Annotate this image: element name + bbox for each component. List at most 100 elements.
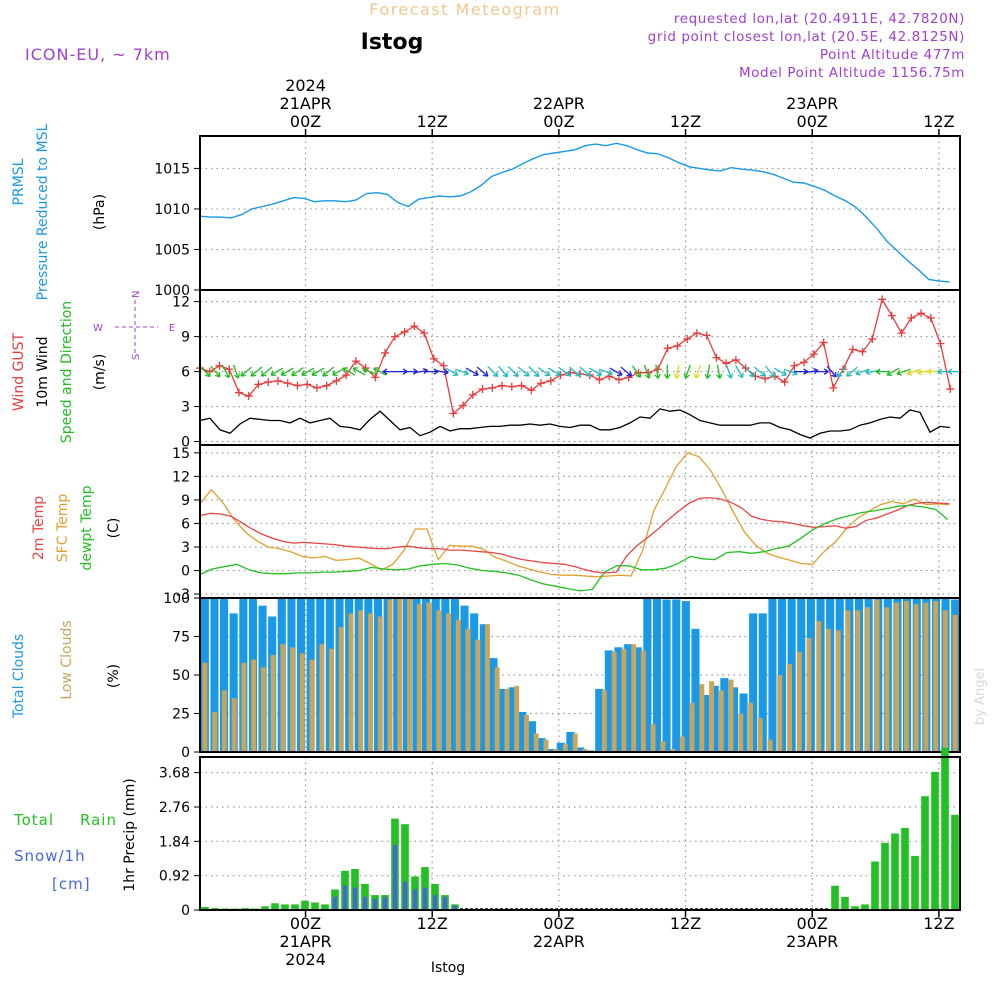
- total-label: Total: [13, 811, 54, 829]
- gust-point: [234, 388, 243, 397]
- wind-arrow: [588, 367, 603, 376]
- wind-arrow: [664, 364, 671, 379]
- wind-arrow: [240, 366, 253, 377]
- wind-arrow: [598, 368, 613, 376]
- low-cloud-bar: [816, 621, 822, 752]
- bottom-time-label: 00Z: [290, 914, 321, 933]
- gust-point: [731, 355, 740, 364]
- clouds-unit-label: (%): [106, 664, 122, 688]
- wind-arrow: [836, 365, 847, 378]
- total-cloud-bar: [556, 742, 565, 752]
- ytick-label-4: 9: [181, 493, 190, 509]
- wind-gust-label: Wind GUST: [11, 332, 27, 411]
- ytick-label-3: 75: [172, 630, 190, 646]
- low-cloud-bar: [485, 624, 490, 752]
- wind-arrow: [753, 366, 766, 377]
- compass-legend: W E N S: [93, 291, 175, 360]
- rain-bar: [911, 855, 919, 910]
- gust-point: [858, 347, 867, 356]
- wind-arrow: [704, 364, 711, 379]
- wind-arrow: [465, 367, 479, 376]
- ytick-label-0: 0: [181, 903, 190, 919]
- gust-point: [293, 381, 302, 390]
- low-cloud-bar: [533, 733, 539, 752]
- low-cloud-bar: [348, 613, 354, 752]
- wind-arrow: [654, 364, 661, 379]
- wind-arrow: [373, 367, 387, 376]
- snow-bar: [343, 885, 347, 910]
- wind-arrow: [250, 366, 263, 377]
- gust-point: [312, 383, 321, 392]
- ytick-label-1: 3: [181, 400, 190, 416]
- wind-arrow: [487, 366, 499, 378]
- top-time-label: 22APR: [533, 94, 585, 113]
- wind-arrow: [445, 367, 459, 376]
- top-time-label: 12Z: [670, 112, 701, 131]
- wind-arrow: [403, 368, 418, 375]
- gust-point: [264, 378, 273, 387]
- low-cloud-bar: [446, 613, 451, 752]
- low-cloud-bar: [377, 616, 383, 752]
- wind-arrow: [558, 367, 571, 377]
- ytick-label-2: 3: [181, 540, 190, 556]
- rain-bar: [281, 904, 289, 910]
- total-cloud-bar: [672, 599, 681, 752]
- top-time-label: 12Z: [923, 112, 954, 131]
- gust-point: [722, 359, 731, 368]
- ytick-label-2: 50: [172, 668, 190, 684]
- low-cloud-bar: [475, 639, 481, 752]
- ytick-label-4: 12: [172, 295, 190, 311]
- ytick-label-1: 1005: [154, 242, 190, 258]
- gust-point: [322, 381, 331, 390]
- low-cloud-bar: [777, 675, 783, 752]
- temp-2m-label: 2m Temp: [31, 496, 47, 560]
- low-cloud-bar: [299, 653, 305, 752]
- ytick-label-3: 9: [181, 330, 190, 346]
- model-name: ICON-EU, ~ 7km: [25, 45, 171, 64]
- total-cloud-bar: [518, 712, 527, 752]
- low-cloud-bar: [884, 607, 890, 752]
- ytick-label-3: 1015: [154, 161, 190, 177]
- gust-point: [819, 338, 828, 347]
- wind-arrow: [291, 367, 304, 377]
- total-cloud-bar: [614, 647, 623, 752]
- wind-arrow: [517, 366, 530, 377]
- wind-arrow: [609, 367, 623, 376]
- ytick-label-4: 100: [163, 591, 190, 607]
- low-cloud-bar: [572, 733, 578, 752]
- total-cloud-bar: [710, 685, 719, 752]
- ytick-label-0: 0: [181, 745, 190, 761]
- low-cloud-bar: [835, 630, 841, 752]
- gust-point: [878, 295, 887, 304]
- total-cloud-bar: [470, 613, 479, 752]
- gust-point: [420, 329, 429, 338]
- total-cloud-bar: [547, 748, 556, 752]
- gust-point: [498, 381, 507, 390]
- low-cloud-bar: [826, 628, 831, 752]
- gust-point: [673, 341, 682, 350]
- total-cloud-bar: [422, 598, 431, 752]
- wind-arrow: [906, 368, 921, 376]
- ytick-label-0: 0: [181, 435, 190, 451]
- gust-point: [780, 378, 789, 387]
- low-cloud-bar: [796, 651, 802, 752]
- total-cloud-bar: [681, 601, 690, 752]
- wind-arrow: [569, 366, 581, 377]
- gust-point: [244, 392, 253, 401]
- model-point-altitude: Model Point Altitude 1156.75m: [739, 65, 965, 81]
- top-time-label: 00Z: [290, 112, 321, 131]
- wind-arrow: [735, 365, 744, 379]
- snow-bar: [423, 887, 427, 910]
- grid-point-location: grid point closest lon,lat (20.5E, 42.81…: [648, 29, 965, 45]
- total-cloud-bar: [479, 624, 488, 752]
- gust-point: [527, 386, 536, 395]
- wind-arrow: [855, 368, 870, 376]
- total-cloud-bar: [220, 598, 229, 752]
- wind-arrow: [875, 368, 890, 375]
- ytick-label-2: 1010: [154, 202, 190, 218]
- gust-point: [702, 331, 711, 340]
- low-cloud-bar: [416, 604, 422, 752]
- wind-unit-label: (m/s): [92, 354, 108, 391]
- rain-bar: [841, 896, 849, 910]
- point-altitude: Point Altitude 477m: [820, 47, 965, 63]
